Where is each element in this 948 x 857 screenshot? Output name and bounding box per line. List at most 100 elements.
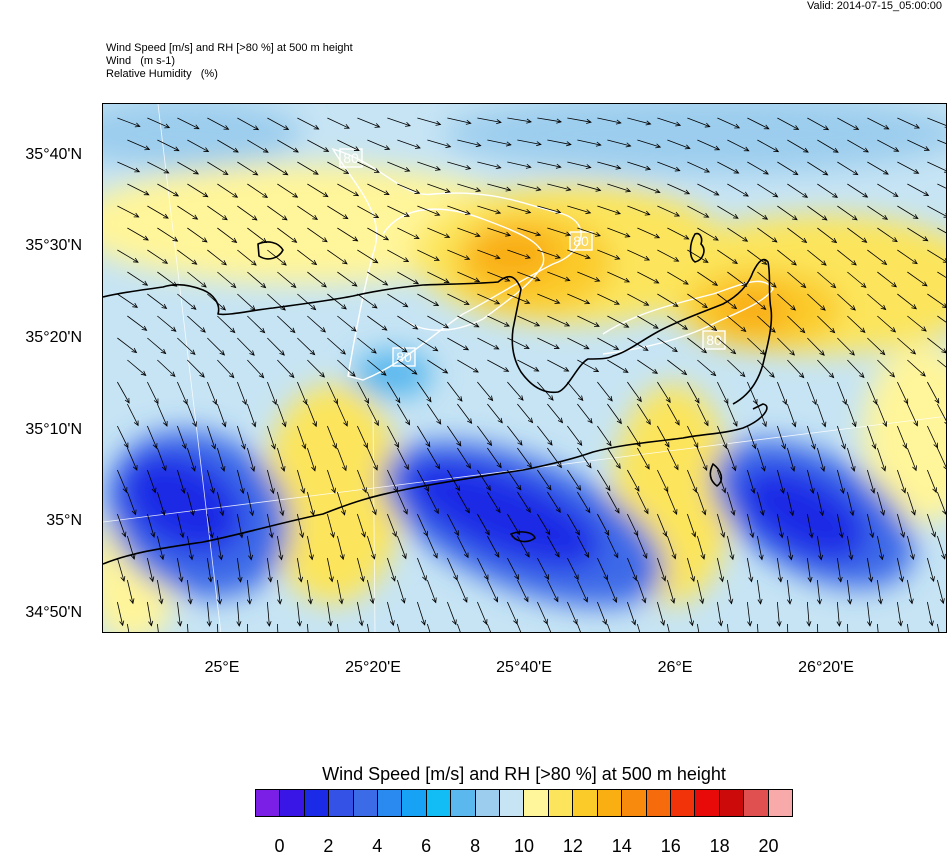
wind-arrowhead — [457, 396, 463, 402]
wind-arrow — [716, 601, 722, 626]
wind-arrow — [846, 447, 855, 472]
wind-arrowhead — [190, 304, 197, 310]
wind-arrowhead — [283, 125, 290, 130]
wind-arrowhead — [694, 397, 700, 404]
wind-arrowhead — [700, 554, 706, 560]
wind-arrowhead — [251, 421, 257, 428]
wind-arrow — [507, 381, 524, 401]
wind-arrowhead — [734, 123, 741, 129]
wind-arrowhead — [322, 237, 328, 243]
wind-arrowhead — [131, 347, 138, 354]
wind-arrow — [156, 491, 165, 516]
wind-arrowhead — [684, 189, 691, 195]
wind-arrow — [157, 183, 179, 197]
wind-arrow — [726, 447, 736, 471]
wind-arrowhead — [505, 231, 512, 237]
wind-arrowhead — [771, 237, 778, 243]
wind-arrow — [477, 513, 490, 536]
field-blob-blue-east-core — [738, 467, 868, 561]
wind-arrow — [657, 337, 678, 352]
wind-arrow — [127, 359, 147, 376]
wind-arrowhead — [251, 215, 258, 221]
wind-arrow — [117, 293, 138, 308]
wind-arrow — [266, 557, 272, 582]
wind-arrowhead — [773, 147, 780, 153]
wind-arrow — [457, 535, 469, 558]
wind-arrow — [477, 205, 501, 214]
wind-arrow — [246, 447, 255, 472]
wind-arrowhead — [364, 398, 370, 405]
wind-arrow — [607, 535, 619, 558]
wind-arrowhead — [339, 554, 345, 561]
wind-arrow — [746, 601, 751, 626]
wind-arrow — [246, 535, 252, 560]
wind-arrowhead — [902, 443, 908, 450]
wind-arrowhead — [443, 323, 450, 329]
wind-arrow — [696, 447, 708, 471]
map-panel: 80 80 80 80 — [102, 103, 947, 633]
wind-arrow — [276, 623, 279, 632]
wind-arrow — [717, 293, 737, 309]
wind-arrowhead — [454, 530, 459, 537]
wind-arrowhead — [280, 465, 286, 472]
wind-arrow — [356, 425, 368, 448]
wind-arrowhead — [848, 554, 854, 561]
wind-arrowhead — [514, 574, 519, 581]
wind-arrowhead — [555, 163, 562, 169]
wind-arrow — [146, 513, 155, 538]
wind-arrow — [397, 139, 421, 149]
wind-arrow — [577, 315, 600, 327]
wind-arrowhead — [261, 237, 268, 244]
wind-arrowhead — [576, 485, 582, 491]
wind-arrowhead — [693, 442, 699, 449]
wind-arrow — [397, 271, 419, 285]
wind-arrow — [627, 205, 650, 216]
wind-arrow — [387, 161, 410, 172]
wind-arrow — [426, 623, 431, 632]
wind-arrowhead — [822, 170, 829, 176]
wind-arrowhead — [374, 123, 381, 128]
wind-arrow — [296, 381, 307, 405]
wind-arrowhead — [260, 282, 267, 289]
wind-arrow — [627, 469, 640, 492]
field-blob-yellow-east-low — [863, 344, 946, 524]
wind-arrow — [126, 623, 130, 632]
wind-arrowhead — [212, 399, 218, 406]
wind-arrowhead — [493, 596, 499, 603]
wind-arrow — [156, 403, 168, 427]
wind-arrowhead — [400, 597, 406, 604]
wind-arrowhead — [721, 487, 727, 494]
wind-arrow — [207, 293, 226, 311]
wind-arrowhead — [161, 465, 167, 472]
wind-arrow — [517, 315, 540, 327]
wind-arrowhead — [940, 553, 946, 560]
wind-arrowhead — [403, 508, 408, 515]
wind-arrowhead — [464, 210, 471, 215]
wind-arrowhead — [526, 118, 532, 124]
wind-arrow — [757, 315, 776, 333]
wind-arrow — [817, 227, 837, 243]
wind-arrowhead — [513, 618, 518, 625]
wind-arrowhead — [872, 399, 878, 405]
wind-arrowhead — [144, 145, 151, 151]
wind-arrowhead — [321, 282, 327, 288]
wind-arrowhead — [762, 214, 769, 220]
wind-arrow — [517, 359, 539, 372]
wind-arrowhead — [682, 324, 689, 330]
wind-arrowhead — [921, 326, 927, 332]
wind-arrow — [357, 205, 379, 218]
wind-arrowhead — [361, 531, 366, 538]
wind-arrowhead — [281, 421, 287, 428]
wind-arrowhead — [914, 123, 921, 129]
wind-arrowhead — [791, 260, 797, 266]
wind-arrow — [906, 535, 914, 560]
wind-arrowhead — [644, 255, 651, 261]
wind-arrow — [397, 315, 418, 330]
wind-arrow — [216, 579, 221, 604]
wind-arrow — [716, 425, 727, 449]
wind-arrowhead — [312, 214, 319, 220]
wind-arrow — [336, 447, 347, 471]
wind-arrowhead — [555, 208, 562, 214]
wind-arrowhead — [296, 621, 302, 627]
wind-arrow — [597, 425, 612, 446]
